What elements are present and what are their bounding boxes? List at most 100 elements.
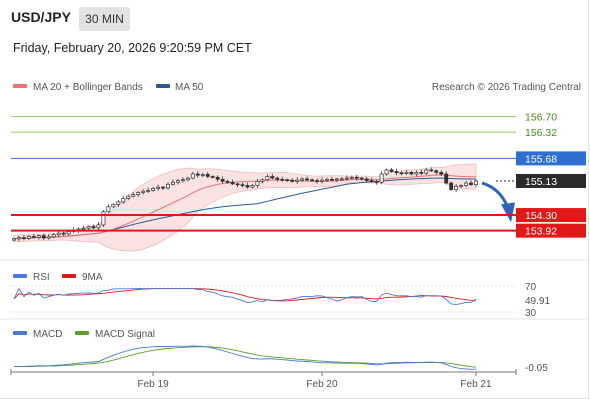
candle-body [12, 238, 16, 241]
candle-body [404, 172, 409, 174]
macd-signal-legend-label: MACD Signal [95, 329, 155, 340]
candle-body [320, 179, 324, 182]
candle-body [295, 179, 300, 182]
candle-body [86, 226, 91, 229]
candle-body [36, 235, 41, 238]
macd-panel: -0.05 [13, 345, 548, 374]
ma20-legend-label: MA 20 + Bollinger Bands [33, 82, 143, 93]
ma50-legend-swatch [156, 84, 170, 88]
candle-body [414, 172, 419, 175]
pivot-label: 155.68 [525, 153, 557, 165]
candle-body [374, 181, 379, 183]
candle-body [394, 171, 399, 174]
ma20-line [13, 174, 476, 240]
rsi-ma-legend-label: 9MA [82, 272, 103, 283]
candle-body [245, 185, 250, 188]
candle-body [344, 177, 349, 180]
candle-body [46, 236, 51, 239]
candle-body [225, 181, 230, 183]
candle-body [26, 236, 31, 239]
rsi-level-label: 30 [525, 308, 537, 319]
candle-body [185, 177, 190, 181]
macd-legend-label: MACD [33, 329, 62, 340]
candle-body [369, 180, 374, 182]
candle-body [329, 178, 334, 181]
candle-body [230, 181, 235, 185]
candle-body [449, 182, 454, 190]
rsi-level-label: 70 [525, 282, 537, 293]
support-label: 154.30 [525, 210, 557, 222]
candle-body [255, 181, 260, 186]
candle-body [409, 172, 414, 175]
candle-body [190, 173, 195, 179]
candle-body [300, 178, 305, 181]
timeframe-button[interactable]: 30 MIN [79, 7, 130, 31]
macd-value-label: -0.05 [525, 363, 548, 374]
support-label-bg [516, 208, 586, 223]
candle-body [210, 176, 215, 178]
symbol-title: USD/JPY [11, 9, 71, 25]
pivot-label-bg [516, 151, 586, 166]
candle-body [339, 178, 344, 181]
x-tick-label: Feb 20 [306, 379, 338, 390]
candle-body [424, 169, 429, 174]
rsi-ma-legend-swatch [62, 274, 76, 278]
candle-body [131, 194, 136, 197]
candle-body [180, 179, 185, 182]
candle-body [101, 211, 106, 226]
candle-body [61, 232, 66, 235]
candle-body [384, 169, 389, 175]
candle-body [454, 185, 459, 190]
candle-body [56, 232, 61, 236]
candle-body [111, 204, 116, 208]
candle-body [81, 227, 86, 230]
price-panel [12, 163, 515, 252]
candle-body [464, 182, 469, 186]
candle-body [175, 180, 180, 183]
rsi-legend-swatch [13, 274, 27, 278]
last-price-label: 155.13 [525, 176, 557, 188]
rsi-line [13, 287, 477, 305]
candle-body [205, 174, 210, 177]
candle-body [275, 177, 280, 180]
x-axis: Feb 19 Feb 20 Feb 21 [10, 369, 517, 390]
candle-body [260, 179, 265, 182]
candle-body [359, 177, 364, 180]
candle-body [66, 231, 71, 235]
candle-body [399, 172, 404, 175]
macd-signal-line [14, 346, 477, 368]
candle-body [171, 181, 175, 185]
last-price-label-bg [516, 173, 586, 188]
candle-body [121, 198, 126, 203]
macd-signal-legend-swatch [75, 331, 89, 335]
candle-body [389, 169, 394, 172]
candle-body [434, 170, 439, 173]
candle-body [379, 173, 384, 183]
candle-body [469, 182, 473, 186]
candle-body [240, 184, 245, 187]
candle-body [290, 179, 295, 182]
candle-body [285, 179, 290, 182]
rsi-value-label: 49.91 [525, 296, 550, 307]
macd-line [13, 345, 477, 370]
rsi-ma-line [13, 288, 477, 302]
candle-body [305, 178, 310, 181]
candle-body [250, 185, 255, 188]
candle-body [439, 172, 444, 175]
rsi-legend-label: RSI [33, 272, 50, 283]
candle-body [325, 178, 329, 181]
level-layer: 156.70 156.32 155.68 155.13 154.30 153.92 [11, 112, 586, 238]
candle-body [364, 178, 369, 181]
candle-body [334, 178, 339, 181]
candle-body [220, 178, 225, 182]
bollinger-band [13, 163, 477, 252]
candle-body [151, 188, 156, 191]
candle-body [215, 176, 220, 180]
candle-body [106, 206, 111, 213]
timestamp: Friday, February 20, 2026 9:20:59 PM CET [13, 41, 252, 55]
resistance-label: 156.32 [525, 127, 557, 139]
candle-body [166, 183, 170, 189]
candle-body [41, 235, 46, 239]
support-label: 153.92 [525, 226, 557, 238]
